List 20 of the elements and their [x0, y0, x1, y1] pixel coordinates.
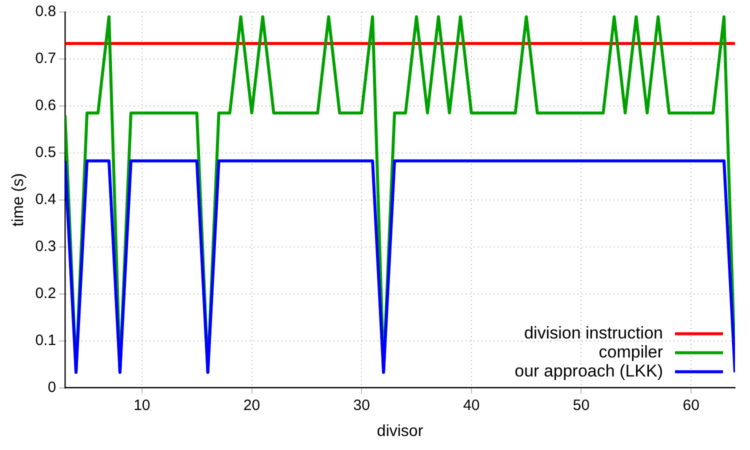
y-tick-label: 0.7	[35, 50, 56, 68]
y-tick-label: 0.8	[35, 3, 56, 20]
y-axis-title: time (s)	[10, 173, 28, 227]
x-tick-label: 50	[572, 396, 590, 414]
x-axis-title: divisor	[376, 422, 424, 440]
x-tick-label: 40	[463, 396, 480, 414]
y-tick-label: 0.3	[35, 238, 56, 256]
y-tick-label: 0	[48, 378, 56, 396]
x-tick-label: 60	[682, 396, 700, 414]
x-tick-label: 20	[243, 396, 260, 414]
x-tick-label: 30	[353, 396, 370, 414]
legend-label: division instruction	[524, 323, 663, 342]
y-tick-label: 0.6	[35, 97, 56, 114]
y-tick-label: 0.4	[35, 191, 56, 208]
legend-label: compiler	[598, 342, 664, 362]
x-tick-label: 10	[134, 396, 150, 414]
y-tick-label: 0.1	[35, 332, 56, 349]
y-tick-label: 0.5	[35, 144, 56, 162]
y-tick-label: 0.2	[35, 284, 56, 302]
legend-label: our approach (LKK)	[514, 361, 663, 380]
